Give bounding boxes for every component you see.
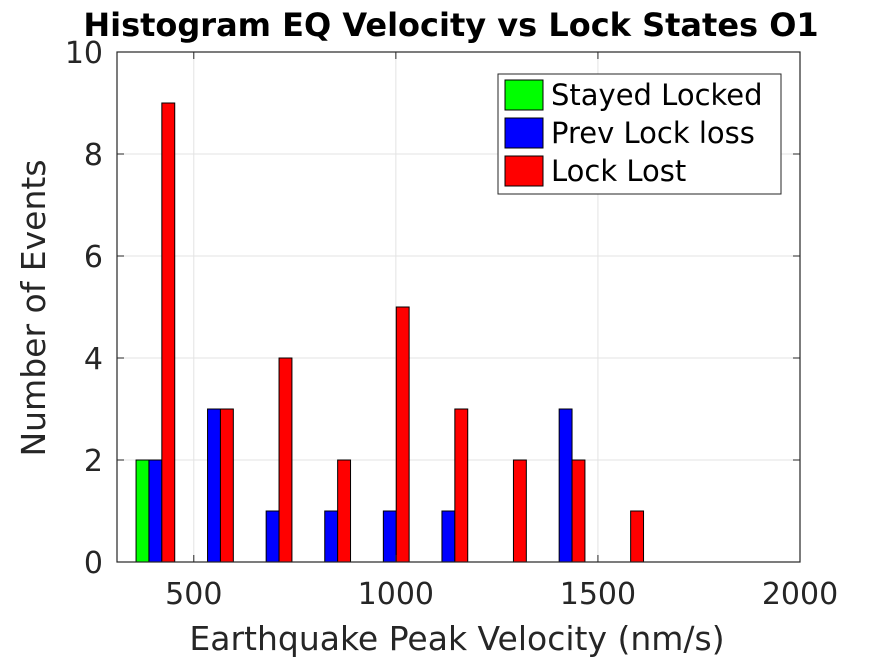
legend-label: Prev Lock loss — [551, 116, 755, 150]
bar-prev-lock-loss — [441, 510, 456, 563]
bars — [135, 102, 645, 563]
bar-prev-lock-loss — [148, 459, 163, 563]
legend-swatch — [504, 79, 544, 111]
legend-label: Stayed Locked — [551, 78, 763, 112]
legend-swatch — [504, 155, 544, 187]
x-tick-label: 1500 — [560, 577, 636, 612]
bar-lock-lost — [630, 510, 645, 563]
x-tick-label: 500 — [165, 577, 222, 612]
bar-prev-lock-loss — [324, 510, 339, 563]
x-tick-label: 2000 — [762, 577, 838, 612]
y-axis-label: Number of Events — [14, 159, 53, 456]
bar-prev-lock-loss — [265, 510, 280, 563]
bar-lock-lost — [571, 459, 586, 563]
chart-title: Histogram EQ Velocity vs Lock States O1 — [83, 6, 818, 44]
y-tick-label: 8 — [84, 138, 103, 173]
x-axis-label: Earthquake Peak Velocity (nm/s) — [189, 619, 724, 658]
bar-lock-lost — [395, 306, 410, 563]
x-tick-label: 1000 — [358, 577, 434, 612]
legend-box — [497, 73, 782, 195]
legend-label: Lock Lost — [551, 154, 686, 188]
bar-lock-lost — [161, 102, 176, 563]
bar-prev-lock-loss — [558, 408, 573, 563]
bar-lock-lost — [219, 408, 234, 563]
legend-swatch — [504, 117, 544, 149]
y-tick-label: 6 — [84, 240, 103, 275]
axis-ticks: 500 1000 1500 2000 0 2 4 6 8 10 — [65, 36, 838, 612]
y-tick-label: 0 — [84, 546, 103, 581]
y-tick-label: 4 — [84, 342, 103, 377]
bar-lock-lost — [454, 408, 469, 563]
bar-stayed-locked — [135, 459, 150, 563]
bar-lock-lost — [512, 459, 527, 563]
bar-prev-lock-loss — [207, 408, 221, 563]
y-tick-label: 2 — [84, 444, 103, 479]
bar-lock-lost — [337, 459, 352, 563]
y-tick-label: 10 — [65, 36, 103, 71]
bar-prev-lock-loss — [382, 510, 397, 563]
plot-frame — [116, 51, 801, 563]
legend: Stayed Locked Prev Lock loss Lock Lost — [497, 73, 782, 195]
bar-lock-lost — [278, 357, 293, 563]
